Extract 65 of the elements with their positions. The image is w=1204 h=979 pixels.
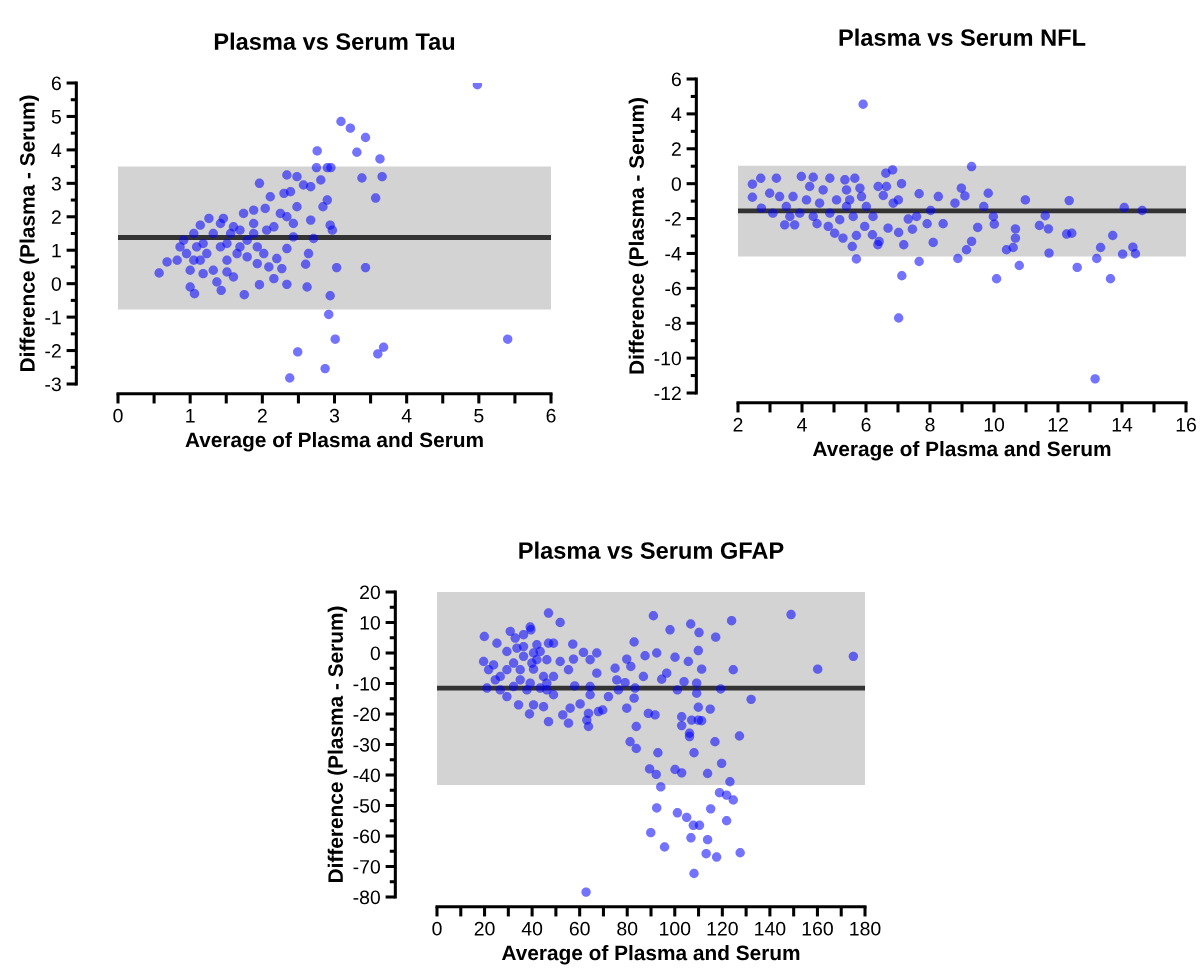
y-tick-label: -1 xyxy=(45,310,61,325)
y-tick-label: 6 xyxy=(671,72,681,87)
y-tick-label: 2 xyxy=(671,142,681,156)
x-tick-label: 8 xyxy=(925,417,935,432)
x-tick-label: 3 xyxy=(329,408,340,423)
y-tick-label: 4 xyxy=(671,107,682,121)
x-tick-label: 100 xyxy=(660,921,691,936)
x-tick-label: 14 xyxy=(1112,418,1133,432)
x-tick-label: 20 xyxy=(474,921,495,936)
x-axis-title: Average of Plasma and Serum xyxy=(812,440,1111,461)
y-tick-label: 6 xyxy=(51,76,61,91)
y-tick-label: 1 xyxy=(52,243,61,258)
y-tick-label: -30 xyxy=(353,737,380,752)
chart-title: Plasma vs Serum NFL xyxy=(839,28,1086,46)
y-tick-label: -4 xyxy=(665,247,682,261)
y-tick-label: -8 xyxy=(665,316,681,331)
y-axis-title: Difference (Plasma - Serum) xyxy=(19,95,39,372)
x-tick-label: 0 xyxy=(432,921,442,936)
y-tick-label: 0 xyxy=(671,177,681,191)
y-tick-label: 0 xyxy=(51,277,61,291)
y-tick-label: -3 xyxy=(45,377,61,392)
x-tick-label: 10 xyxy=(984,417,1005,432)
x-tick-label: 0 xyxy=(113,408,123,423)
chart-title: Plasma vs Serum GFAP xyxy=(519,541,784,559)
y-tick-label: 20 xyxy=(360,585,380,600)
y-axis-title: Difference (Plasma - Serum) xyxy=(327,606,348,883)
y-tick-label: 0 xyxy=(370,646,380,661)
x-tick-label: 2 xyxy=(257,408,267,423)
y-tick-label: 2 xyxy=(51,210,61,224)
y-tick-label: 3 xyxy=(51,176,61,191)
y-tick-label: -10 xyxy=(353,676,380,691)
y-tick-label: 4 xyxy=(51,143,62,157)
x-tick-label: 4 xyxy=(401,409,412,423)
x-tick-label: 12 xyxy=(1048,417,1068,432)
y-tick-label: 10 xyxy=(360,615,380,630)
x-tick-label: 160 xyxy=(802,921,833,936)
y-axis-title: Difference (Plasma - Serum) xyxy=(628,98,649,374)
x-tick-label: 40 xyxy=(521,921,543,936)
y-tick-label: -20 xyxy=(353,707,380,722)
y-tick-label: -50 xyxy=(353,798,380,813)
y-tick-label: -2 xyxy=(45,344,61,358)
x-tick-label: 120 xyxy=(707,921,738,936)
x-tick-label: 140 xyxy=(755,921,786,936)
y-tick-label: -60 xyxy=(353,829,380,844)
x-axis-title: Average of Plasma and Serum xyxy=(185,431,483,452)
y-tick-label: -10 xyxy=(654,351,681,366)
x-tick-label: 16 xyxy=(1176,417,1196,432)
y-tick-label: -40 xyxy=(353,768,380,783)
y-tick-label: 5 xyxy=(51,110,61,124)
x-tick-label: 60 xyxy=(569,921,590,936)
y-tick-label: -2 xyxy=(665,212,681,226)
y-tick-label: -80 xyxy=(353,890,380,905)
y-tick-label: -12 xyxy=(654,386,681,401)
x-tick-label: 180 xyxy=(850,921,881,936)
x-tick-label: 5 xyxy=(474,409,484,423)
y-tick-label: -70 xyxy=(353,859,380,874)
y-tick-label: -6 xyxy=(665,281,681,296)
chart-title: Plasma vs Serum Tau xyxy=(214,32,455,50)
x-tick-label: 1 xyxy=(186,409,195,423)
x-tick-label: 6 xyxy=(861,417,871,432)
x-tick-label: 2 xyxy=(733,417,743,432)
x-tick-label: 80 xyxy=(617,921,638,936)
x-axis-title: Average of Plasma and Serum xyxy=(501,944,800,965)
x-tick-label: 4 xyxy=(797,418,807,432)
x-tick-label: 6 xyxy=(546,408,556,423)
